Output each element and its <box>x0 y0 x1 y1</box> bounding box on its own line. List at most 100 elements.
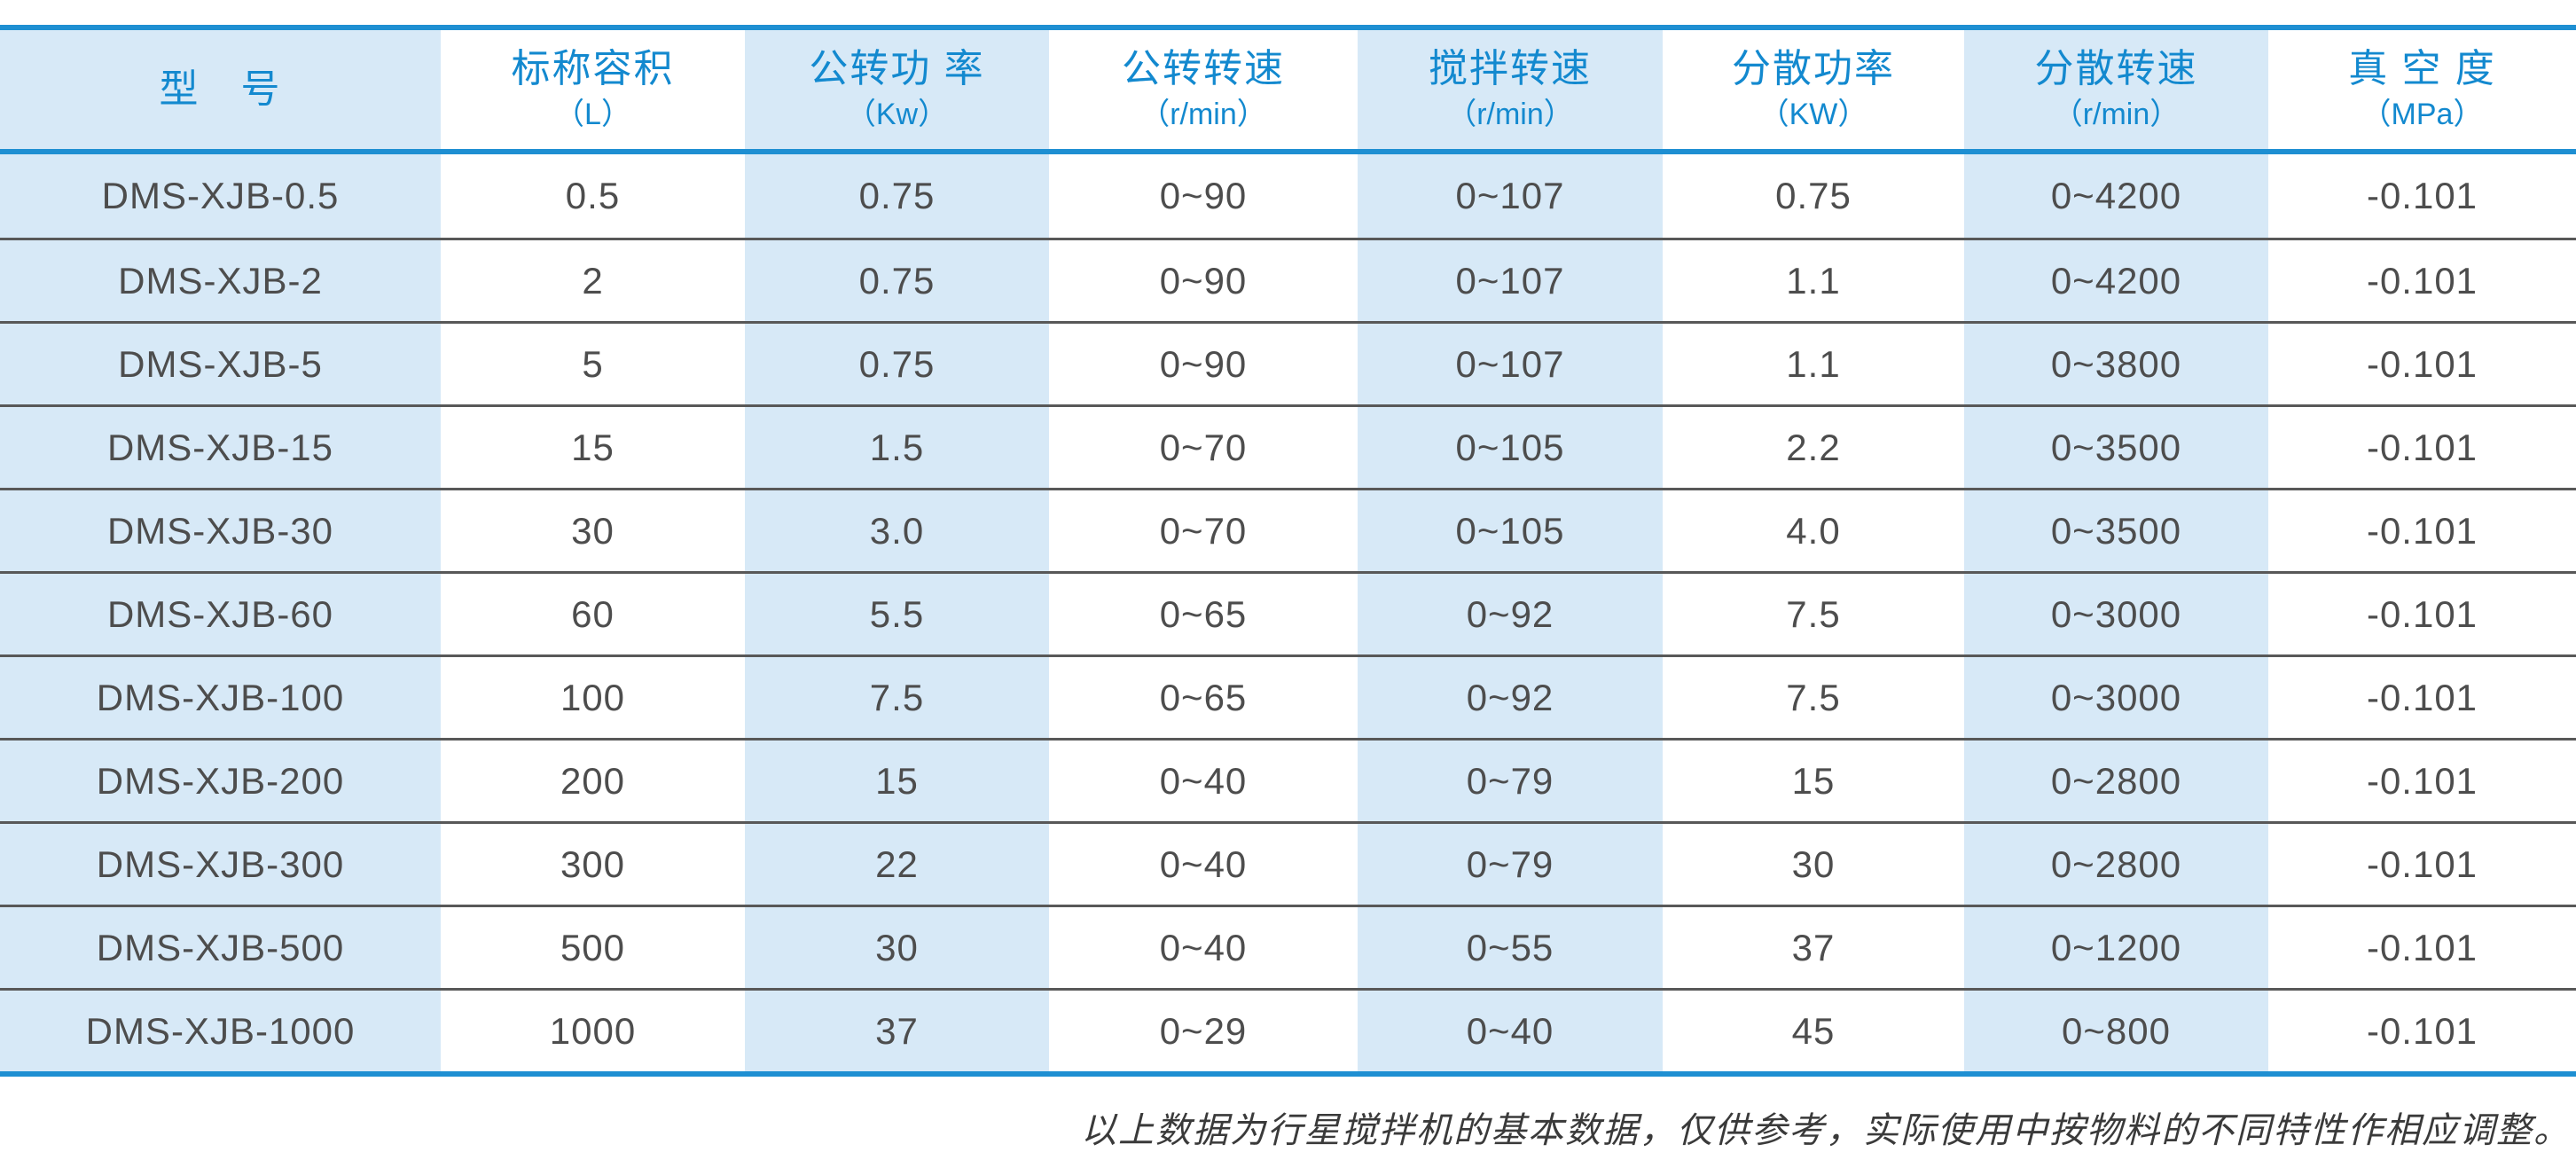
value-cell: 0~92 <box>1358 657 1663 738</box>
model-cell: DMS-XJB-15 <box>0 407 441 488</box>
value-cell: 0~2800 <box>1964 824 2268 905</box>
value-cell: 0~107 <box>1358 324 1663 404</box>
value-cell: 100 <box>441 657 745 738</box>
table-top-border <box>0 25 2576 30</box>
col-title: 分散功率 <box>1732 47 1895 91</box>
value-cell: -0.101 <box>2268 407 2576 488</box>
table-row: DMS-XJB-300 300 22 0~40 0~79 30 0~2800 -0.101 <box>0 821 2576 905</box>
value-cell: 0~800 <box>1964 991 2268 1071</box>
model-cell: DMS-XJB-0.5 <box>0 154 441 238</box>
value-cell: 0~3800 <box>1964 324 2268 404</box>
footer-note: 以上数据为行星搅拌机的基本数据，仅供参考，实际使用中按物料的不同特性作相应调整。 <box>1081 1110 2571 1151</box>
col-title: 分散转速 <box>2034 47 2198 91</box>
value-cell: -0.101 <box>2268 991 2576 1071</box>
value-cell: 0~90 <box>1049 324 1358 404</box>
value-cell: 0~4200 <box>1964 154 2268 238</box>
value-cell: 0~79 <box>1358 741 1663 821</box>
value-cell: 37 <box>1663 907 1964 988</box>
value-cell: -0.101 <box>2268 574 2576 654</box>
value-cell: 3.0 <box>745 490 1049 571</box>
value-cell: 0~3500 <box>1964 490 2268 571</box>
value-cell: 7.5 <box>745 657 1049 738</box>
table-row: DMS-XJB-100 100 7.5 0~65 0~92 7.5 0~3000 -0.101 <box>0 654 2576 738</box>
model-cell: DMS-XJB-500 <box>0 907 441 988</box>
value-cell: 500 <box>441 907 745 988</box>
value-cell: 15 <box>745 741 1049 821</box>
col-unit: （KW） <box>1758 97 1868 131</box>
value-cell: 0~3000 <box>1964 574 2268 654</box>
value-cell: 200 <box>441 741 745 821</box>
value-cell: 0~1200 <box>1964 907 2268 988</box>
model-cell: DMS-XJB-300 <box>0 824 441 905</box>
value-cell: 37 <box>745 991 1049 1071</box>
value-cell: 0~107 <box>1358 154 1663 238</box>
value-cell: -0.101 <box>2268 657 2576 738</box>
value-cell: -0.101 <box>2268 154 2576 238</box>
value-cell: 1000 <box>441 991 745 1071</box>
value-cell: 4.0 <box>1663 490 1964 571</box>
value-cell: 2.2 <box>1663 407 1964 488</box>
table-header-border <box>0 149 2576 154</box>
value-cell: 30 <box>441 490 745 571</box>
model-cell: DMS-XJB-5 <box>0 324 441 404</box>
model-cell: DMS-XJB-200 <box>0 741 441 821</box>
model-cell: DMS-XJB-30 <box>0 490 441 571</box>
value-cell: 0~105 <box>1358 490 1663 571</box>
table-row: DMS-XJB-5 5 0.75 0~90 0~107 1.1 0~3800 -0.101 <box>0 321 2576 404</box>
value-cell: 300 <box>441 824 745 905</box>
value-cell: 0~4200 <box>1964 240 2268 321</box>
table-row: DMS-XJB-2 2 0.75 0~90 0~107 1.1 0~4200 -0.101 <box>0 238 2576 321</box>
table-row: DMS-XJB-30 30 3.0 0~70 0~105 4.0 0~3500 -0.101 <box>0 488 2576 571</box>
value-cell: 0~92 <box>1358 574 1663 654</box>
value-cell: 1.5 <box>745 407 1049 488</box>
value-cell: 5.5 <box>745 574 1049 654</box>
value-cell: 0~105 <box>1358 407 1663 488</box>
value-cell: 30 <box>745 907 1049 988</box>
value-cell: 1.1 <box>1663 240 1964 321</box>
value-cell: -0.101 <box>2268 490 2576 571</box>
value-cell: 15 <box>441 407 745 488</box>
value-cell: 0~90 <box>1049 240 1358 321</box>
col-title: 型 号 <box>159 67 282 111</box>
table-row: DMS-XJB-60 60 5.5 0~65 0~92 7.5 0~3000 -0.101 <box>0 571 2576 654</box>
table-row: DMS-XJB-15 15 1.5 0~70 0~105 2.2 0~3500 -0.101 <box>0 404 2576 488</box>
value-cell: 0.75 <box>745 324 1049 404</box>
value-cell: 0~90 <box>1049 154 1358 238</box>
col-unit: （r/min） <box>1446 97 1574 131</box>
table-row: DMS-XJB-1000 1000 37 0~29 0~40 45 0~800 -0.101 <box>0 988 2576 1071</box>
value-cell: 30 <box>1663 824 1964 905</box>
value-cell: -0.101 <box>2268 907 2576 988</box>
value-cell: -0.101 <box>2268 824 2576 905</box>
col-header-dispersion-speed: 分散转速 （r/min） <box>1964 30 2268 149</box>
col-header-revolution-power: 公转功 率 （Kw） <box>745 30 1049 149</box>
col-unit: （MPa） <box>2361 97 2484 131</box>
col-unit: （r/min） <box>2052 97 2181 131</box>
value-cell: 1.1 <box>1663 324 1964 404</box>
col-header-vacuum: 真 空 度 （MPa） <box>2268 30 2576 149</box>
value-cell: 0~40 <box>1049 741 1358 821</box>
value-cell: 0~40 <box>1049 824 1358 905</box>
value-cell: -0.101 <box>2268 741 2576 821</box>
value-cell: 7.5 <box>1663 574 1964 654</box>
col-title: 真 空 度 <box>2348 47 2496 91</box>
table-row: DMS-XJB-0.5 0.5 0.75 0~90 0~107 0.75 0~4200 -0.… <box>0 154 2576 238</box>
value-cell: 22 <box>745 824 1049 905</box>
value-cell: 60 <box>441 574 745 654</box>
value-cell: 0~70 <box>1049 407 1358 488</box>
value-cell: 0~65 <box>1049 657 1358 738</box>
col-title: 标称容积 <box>511 47 675 91</box>
value-cell: 0~29 <box>1049 991 1358 1071</box>
value-cell: 0~2800 <box>1964 741 2268 821</box>
value-cell: 0~40 <box>1049 907 1358 988</box>
model-cell: DMS-XJB-60 <box>0 574 441 654</box>
col-header-model: 型 号 <box>0 30 441 149</box>
table-header: 型 号 标称容积 （L） 公转功 率 （Kw） 公转转速 （r/min） 搅拌转… <box>0 30 2576 149</box>
value-cell: 45 <box>1663 991 1964 1071</box>
table-row: DMS-XJB-500 500 30 0~40 0~55 37 0~1200 -0.101 <box>0 905 2576 988</box>
value-cell: 0~65 <box>1049 574 1358 654</box>
col-unit: （L） <box>554 97 631 131</box>
col-title: 公转转速 <box>1122 47 1285 91</box>
col-header-dispersion-power: 分散功率 （KW） <box>1663 30 1964 149</box>
value-cell: -0.101 <box>2268 324 2576 404</box>
